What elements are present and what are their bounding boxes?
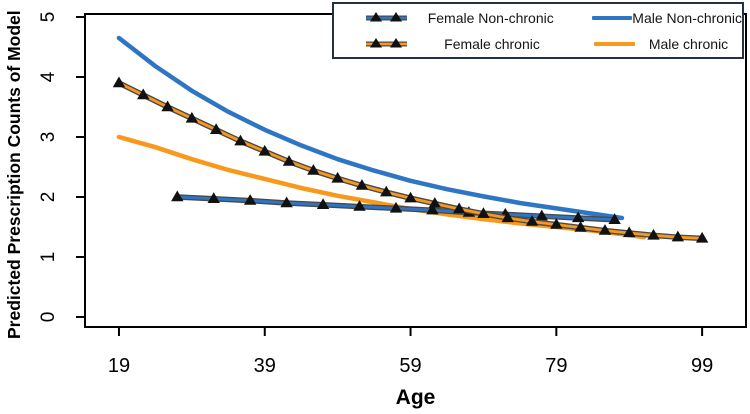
series-marker-female_nonchronic [426, 203, 439, 215]
series-marker-female_chronic [258, 144, 271, 156]
series-marker-female_nonchronic [171, 190, 184, 202]
y-tick-label: 2 [38, 192, 59, 203]
series-marker-female_chronic [477, 207, 490, 218]
series-marker-female_nonchronic [207, 192, 220, 203]
series-marker-female_chronic [161, 100, 174, 112]
series-marker-female_chronic [307, 164, 320, 175]
series-marker-female_chronic [282, 155, 296, 166]
series-marker-female_chronic [695, 231, 709, 243]
series-marker-female_nonchronic [389, 201, 403, 213]
legend-label-female-chronic: Female chronic [444, 35, 540, 52]
legend: Female Non-chronic Male Non-chronic Fema… [332, 2, 744, 59]
x-tick-label: 79 [545, 355, 567, 377]
x-tick-label: 39 [254, 355, 276, 377]
x-tick-label: 19 [108, 355, 130, 377]
legend-label-male-nonchronic: Male Non-chronic [632, 9, 742, 26]
series-marker-female_chronic [331, 171, 344, 183]
series-marker-female_chronic [574, 221, 587, 232]
series-marker-female_nonchronic [280, 196, 293, 208]
legend-label-female-nonchronic: Female Non-chronic [427, 9, 554, 26]
series-marker-female_chronic [380, 185, 393, 197]
series-marker-female_chronic [137, 88, 150, 100]
series-marker-female_chronic [428, 197, 442, 208]
y-axis-title: Predicted Prescription Counts of Model [4, 10, 24, 339]
y-tick-label: 0 [38, 312, 59, 323]
series-marker-female_nonchronic [571, 211, 585, 223]
series-marker-female_nonchronic [353, 200, 366, 211]
legend-label-male-chronic: Male chronic [648, 35, 729, 52]
x-tick-label: 59 [399, 355, 421, 377]
y-tick-label: 3 [38, 132, 59, 143]
y-tick-label: 1 [38, 252, 59, 263]
series-marker-female_chronic [404, 191, 417, 203]
y-tick-label: 4 [38, 71, 59, 82]
series-marker-female_chronic [598, 224, 612, 235]
series-marker-female_nonchronic [535, 209, 548, 221]
series-marker-female_chronic [671, 230, 685, 242]
legend-row-2: Female chronic Male chronic [334, 31, 742, 56]
series-marker-female_chronic [355, 179, 369, 190]
plot-frame [84, 13, 747, 328]
series-marker-female_chronic [185, 111, 199, 123]
series-marker-female_chronic [550, 218, 563, 229]
series-marker-female_nonchronic [316, 198, 330, 209]
series-marker-female_chronic [501, 211, 514, 223]
series-marker-female_chronic [112, 76, 126, 88]
series-marker-female_chronic [452, 202, 466, 214]
series-line-male_nonchronic [116, 35, 625, 221]
x-tick-label: 99 [691, 355, 713, 377]
legend-sample-male-chronic-icon [594, 41, 635, 46]
series-marker-female_chronic [647, 228, 660, 240]
series-marker-female_chronic [525, 215, 539, 226]
series-marker-female_chronic [623, 226, 636, 238]
series-marker-female_nonchronic [608, 213, 621, 224]
series-marker-female_nonchronic [243, 194, 257, 205]
legend-sample-male-nonchronic-icon [591, 15, 633, 20]
series-marker-female_chronic [234, 134, 247, 146]
legend-row-1: Female Non-chronic Male Non-chronic [334, 5, 742, 30]
series-line-male_chronic [116, 134, 647, 240]
legend-sample-female-chronic-icon [366, 38, 407, 48]
series-marker-female_chronic [209, 123, 223, 134]
legend-sample-female-nonchronic-icon [366, 12, 407, 22]
y-tick-label: 5 [38, 12, 59, 23]
x-axis-title: Age [396, 386, 436, 409]
